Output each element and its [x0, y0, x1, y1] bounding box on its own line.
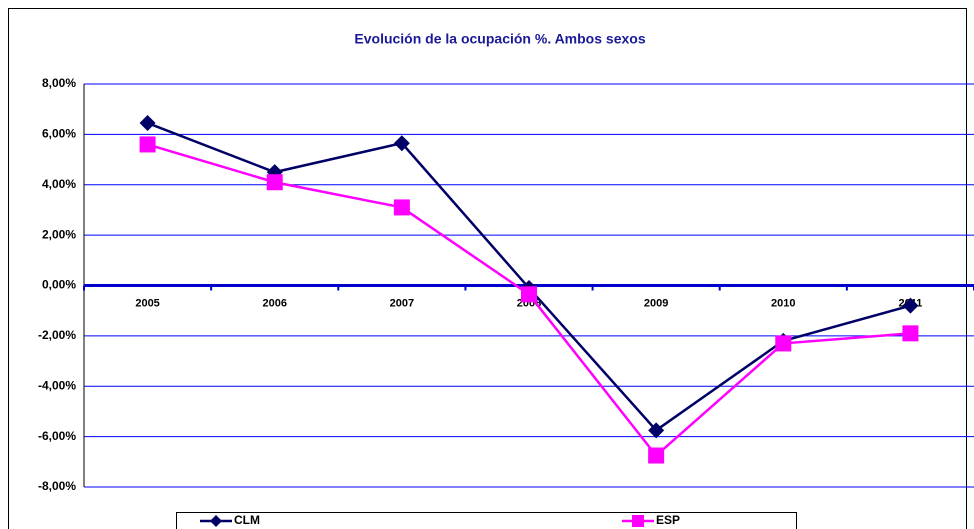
point-marker	[648, 422, 665, 439]
chart-title: Evolución de la ocupación %. Ambos sexos	[354, 31, 645, 47]
point-marker	[139, 115, 156, 132]
legend-marker	[210, 515, 222, 527]
legend-box	[176, 512, 797, 529]
chart-border	[8, 8, 967, 529]
y-tick-label: 0,00%	[42, 278, 76, 292]
y-tick-label: 6,00%	[42, 127, 76, 141]
x-tick-label: 2010	[771, 297, 795, 309]
y-tick-label: -4,00%	[38, 378, 76, 392]
x-tick-label: 2005	[135, 297, 159, 309]
point-marker	[521, 286, 537, 303]
x-tick-label: 2006	[262, 297, 286, 309]
y-tick-label: -6,00%	[38, 429, 76, 443]
legend-marker	[632, 515, 644, 527]
point-marker	[648, 447, 665, 464]
legend-label: CLM	[234, 513, 260, 527]
y-tick-label: -8,00%	[38, 479, 76, 493]
point-marker	[775, 335, 792, 352]
legend-label: ESP	[656, 513, 680, 527]
y-tick-label: 2,00%	[42, 227, 76, 241]
point-marker	[266, 174, 283, 191]
x-tick-label: 2007	[390, 297, 414, 309]
y-tick-label: 8,00%	[42, 76, 76, 90]
y-tick-label: 4,00%	[42, 177, 76, 191]
point-marker	[139, 136, 156, 153]
point-marker	[902, 325, 919, 342]
point-marker	[393, 135, 410, 152]
point-marker	[902, 297, 919, 314]
y-tick-label: -2,00%	[38, 328, 76, 342]
point-marker	[393, 199, 410, 216]
x-tick-label: 2009	[644, 297, 668, 309]
